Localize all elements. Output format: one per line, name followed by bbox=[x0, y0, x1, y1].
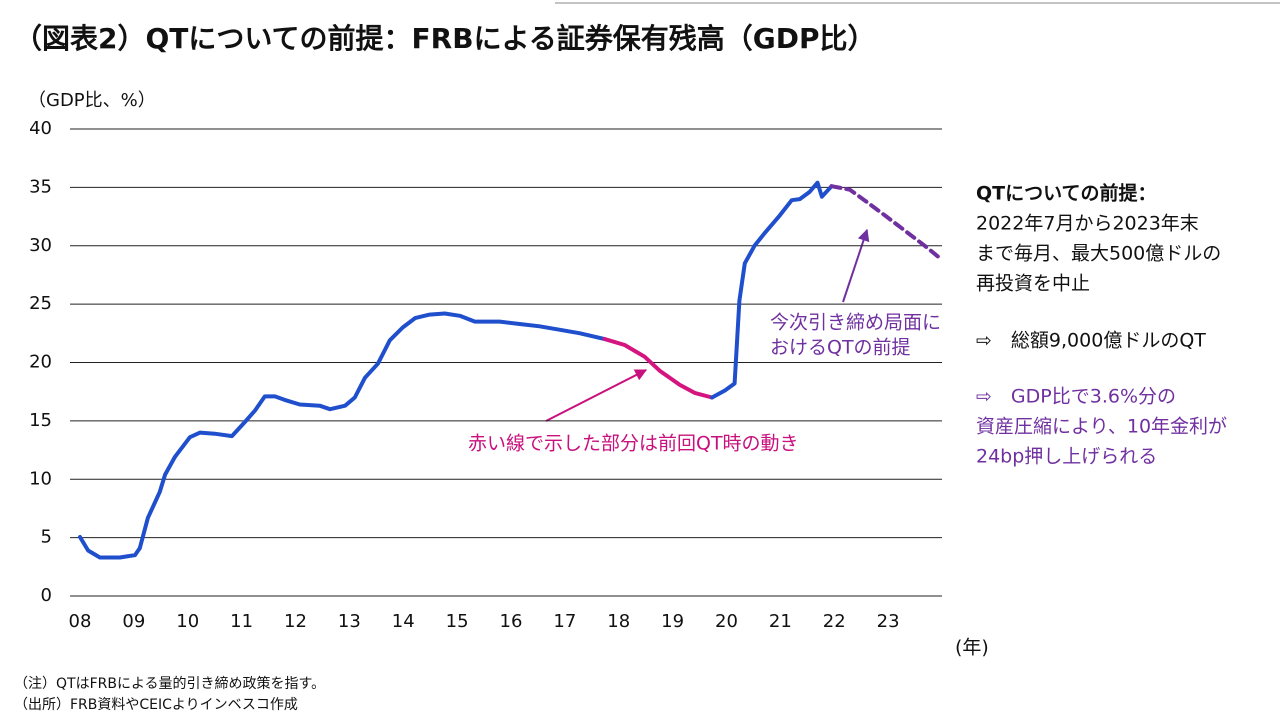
side-point: 24bp押し上げられる bbox=[976, 446, 1157, 468]
y-tick-label: 5 bbox=[41, 527, 52, 548]
data-line bbox=[602, 337, 714, 400]
side-point: 資産圧縮により、10年金利が bbox=[976, 416, 1227, 438]
note: （出所）FRB資料やCEICよりインベスコ作成 bbox=[14, 697, 298, 713]
side-body: 再投資を中止 bbox=[976, 273, 1090, 295]
chart-title: （図表2）QTについての前提：FRBによる証券保有残高（GDP比） bbox=[14, 22, 875, 55]
annotation-arrow bbox=[842, 228, 870, 303]
x-tick-label: 15 bbox=[446, 611, 469, 632]
x-tick-label: 23 bbox=[877, 611, 900, 632]
data-line bbox=[78, 311, 607, 560]
x-tick-label: 14 bbox=[392, 611, 415, 632]
side-body: 2022年7月から2023年末 bbox=[976, 213, 1199, 235]
annotation: おけるQTの前提 bbox=[770, 337, 911, 359]
x-tick-label: 17 bbox=[553, 611, 576, 632]
y-axis-label: （GDP比、%） bbox=[28, 90, 156, 111]
side-point: ⇨ 総額9,000億ドルのQT bbox=[976, 330, 1206, 352]
x-tick-label: 11 bbox=[230, 611, 253, 632]
annotation: 赤い線で示した部分は前回QT時の動き bbox=[468, 433, 799, 455]
x-tick-label: 18 bbox=[607, 611, 630, 632]
x-tick-label: 09 bbox=[122, 611, 145, 632]
x-tick-label: 19 bbox=[661, 611, 684, 632]
y-tick-label: 40 bbox=[29, 118, 52, 139]
plot-area: 0 5 10 15 20 25 30 35 40 08 09 10 11 12 13 14 15 16 17 18 19… bbox=[29, 118, 944, 632]
note: （注）QTはFRBによる量的引き締め政策を指す。 bbox=[14, 675, 325, 692]
y-tick-label: 35 bbox=[29, 176, 52, 197]
x-tick-label: 20 bbox=[715, 611, 738, 632]
x-tick-label: 16 bbox=[500, 611, 523, 632]
y-tick-label: 20 bbox=[29, 352, 52, 373]
y-tick-label: 30 bbox=[29, 235, 52, 256]
y-tick-label: 10 bbox=[29, 468, 52, 489]
x-tick-label: 12 bbox=[284, 611, 307, 632]
side-point: ⇨ GDP比で3.6%分の bbox=[976, 386, 1176, 408]
x-tick-label: 21 bbox=[769, 611, 792, 632]
x-tick-label: 08 bbox=[69, 611, 92, 632]
y-tick-label: 0 bbox=[41, 585, 52, 606]
data-line bbox=[710, 180, 834, 400]
annotation: 今次引き締め局面に bbox=[770, 312, 941, 334]
annotation-arrow bbox=[545, 369, 648, 422]
x-tick-label: 22 bbox=[823, 611, 846, 632]
y-tick-label: 25 bbox=[29, 293, 52, 314]
side-panel: QTについての前提： 2022年7月から2023年末 まで毎月、最大500億ドル… bbox=[976, 182, 1227, 468]
y-tick-label: 15 bbox=[29, 410, 52, 431]
side-heading: QTについての前提： bbox=[976, 182, 1157, 205]
x-axis-label: (年) bbox=[955, 637, 989, 659]
x-tick-label: 10 bbox=[176, 611, 199, 632]
data-line bbox=[829, 184, 944, 262]
x-tick-label: 13 bbox=[338, 611, 361, 632]
side-body: まで毎月、最大500億ドルの bbox=[976, 243, 1221, 265]
